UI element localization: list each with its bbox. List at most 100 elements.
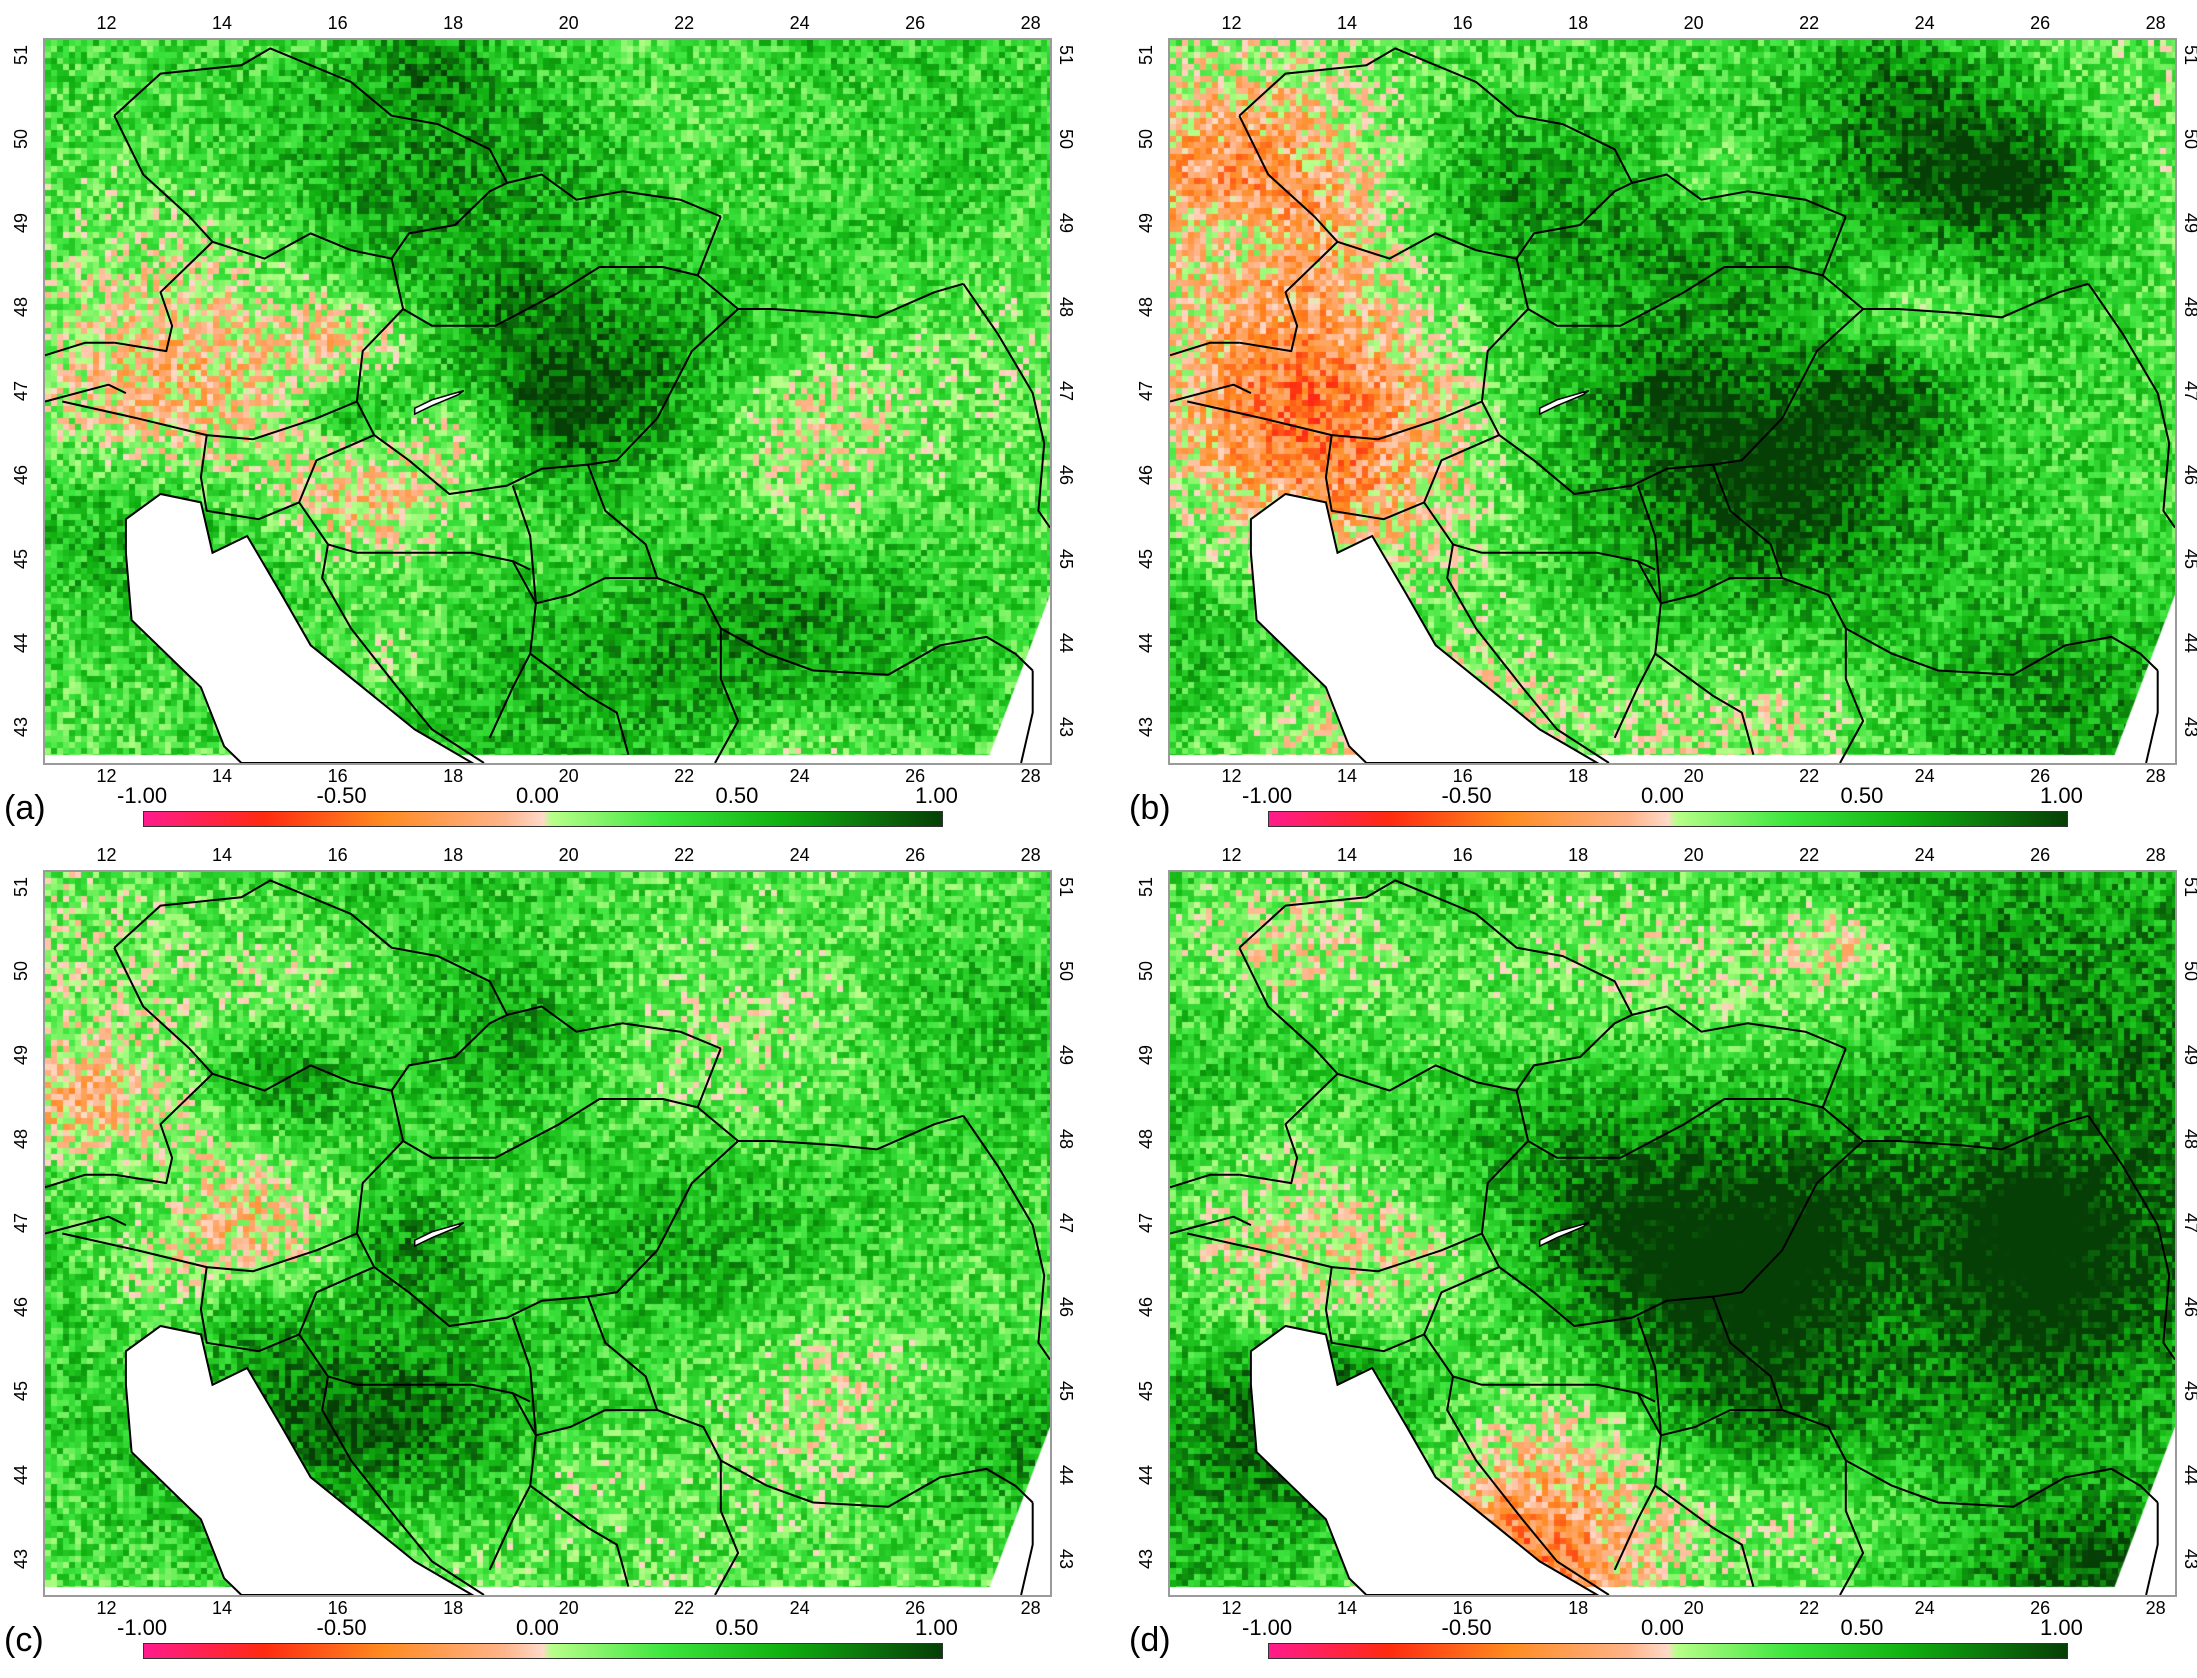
lon-tick-label-bottom: 28 [1020, 766, 1041, 786]
lon-tick-label-top: 22 [1799, 13, 1820, 33]
lon-tick-label-top: 24 [1914, 845, 1935, 865]
lon-tick-label-top: 14 [1337, 13, 1358, 33]
country-border [45, 1173, 115, 1189]
lat-tick-label-right: 49 [2181, 1044, 2197, 1065]
country-border [1480, 1140, 1864, 1327]
country-border [199, 434, 375, 521]
lat-tick-label-right: 46 [2181, 1297, 2197, 1318]
colorbar-label: -0.50 [316, 1615, 367, 1640]
lat-tick-label-right: 44 [1056, 1465, 1077, 1486]
lon-tick-label-top: 28 [1020, 13, 1041, 33]
country-border [1515, 1048, 1847, 1159]
lon-tick-label-top: 26 [905, 13, 926, 33]
lon-tick-label-top: 20 [1683, 845, 1704, 865]
country-border [1446, 544, 1610, 763]
lon-tick-label-top: 14 [1337, 845, 1358, 865]
lat-tick-label-right: 45 [1056, 549, 1077, 570]
map-frame [1168, 870, 2177, 1597]
lat-tick-label-left: 43 [11, 717, 32, 738]
map-frame [43, 870, 1052, 1597]
lat-tick-label-left: 49 [1136, 1044, 1157, 1065]
lat-tick-label-left: 45 [11, 549, 32, 570]
lon-tick-label-bottom: 16 [327, 766, 348, 786]
map-overlay [45, 47, 1050, 763]
country-border [962, 283, 1050, 529]
lat-tick-label-left: 45 [1136, 549, 1157, 570]
lon-tick-label-bottom: 24 [1914, 766, 1935, 786]
lon-tick-label-top: 18 [443, 13, 464, 33]
lat-tick-label-left: 43 [1136, 1549, 1157, 1570]
country-border [1239, 241, 1339, 353]
lat-tick-label-right: 48 [2181, 297, 2197, 318]
lat-tick-label-right: 46 [1056, 465, 1077, 486]
lat-tick-label-right: 49 [1056, 1044, 1077, 1065]
lat-tick-label-right: 43 [1056, 1549, 1077, 1570]
lon-tick-label-top: 18 [1568, 13, 1589, 33]
map-overlay [1170, 47, 2175, 763]
lat-tick-label-right: 43 [2181, 1549, 2197, 1570]
country-border [1654, 1484, 1755, 1587]
lon-tick-label-top: 24 [789, 13, 810, 33]
lat-tick-label-left: 45 [11, 1381, 32, 1402]
country-border [1654, 652, 1755, 755]
colorbar [1268, 811, 2068, 827]
lon-tick-label-bottom: 28 [2145, 1598, 2166, 1618]
colorbar [143, 811, 943, 827]
lon-tick-label-top: 22 [1799, 845, 1820, 865]
lon-tick-label-top: 14 [212, 13, 233, 33]
lat-tick-label-left: 46 [11, 465, 32, 486]
lon-tick-label-top: 14 [212, 845, 233, 865]
country-border [1636, 1317, 1662, 1436]
lon-tick-label-top: 16 [327, 845, 348, 865]
lat-tick-label-left: 47 [11, 1213, 32, 1234]
adriatic-sea [124, 492, 475, 763]
country-border [1613, 1392, 1662, 1571]
lon-tick-label-top: 16 [327, 13, 348, 33]
lon-tick-label-top: 20 [558, 13, 579, 33]
country-border [697, 274, 964, 319]
lon-tick-label-bottom: 12 [1221, 1598, 1242, 1618]
lon-tick-label-bottom: 20 [1683, 766, 1704, 786]
lat-tick-label-right: 51 [2181, 44, 2197, 65]
map-panel-b: 12 12 14 14 16 16 18 18 20 20 22 22 24 24 26 26 28 28 43 43… [1125, 0, 2197, 832]
country-border [586, 1296, 740, 1595]
lat-tick-label-right: 45 [2181, 549, 2197, 570]
lon-tick-label-bottom: 12 [96, 1598, 117, 1618]
lat-tick-label-right: 44 [1056, 633, 1077, 654]
country-border [697, 1106, 964, 1151]
lon-tick-label-top: 22 [674, 13, 695, 33]
map-panel-c: 12 12 14 14 16 16 18 18 20 20 22 22 24 24 26 26 28 28 43 43… [0, 832, 1077, 1664]
colorbar-label: 1.00 [2040, 1615, 2083, 1640]
lon-tick-label-bottom: 26 [2030, 1598, 2051, 1618]
lon-tick-label-bottom: 24 [789, 766, 810, 786]
lat-tick-label-right: 44 [2181, 1465, 2197, 1486]
colorbar-label: 0.00 [1641, 783, 1684, 808]
country-border [1238, 879, 1847, 1050]
lat-tick-label-left: 51 [11, 876, 32, 897]
map-overlay [45, 879, 1050, 1595]
lon-tick-label-bottom: 18 [443, 766, 464, 786]
lon-tick-label-top: 28 [2145, 845, 2166, 865]
lon-tick-label-top: 26 [905, 845, 926, 865]
lat-tick-label-left: 44 [11, 633, 32, 654]
lon-tick-label-bottom: 26 [905, 1598, 926, 1618]
lat-tick-label-left: 48 [11, 1129, 32, 1150]
panel-letter: (a) [4, 789, 46, 827]
lon-tick-label-top: 18 [443, 845, 464, 865]
country-border [390, 1048, 722, 1159]
lat-tick-label-left: 47 [1136, 381, 1157, 402]
country-border [2145, 1502, 2159, 1595]
colorbar [1268, 1643, 2068, 1659]
map-frame [1168, 38, 2177, 765]
country-border [113, 879, 722, 1050]
lat-tick-label-left: 43 [1136, 717, 1157, 738]
lat-tick-label-right: 50 [2181, 960, 2197, 981]
lat-tick-label-right: 48 [1056, 297, 1077, 318]
lake-balaton [1538, 1221, 1590, 1248]
lat-tick-label-left: 44 [1136, 633, 1157, 654]
lon-tick-label-bottom: 22 [1799, 766, 1820, 786]
lat-tick-label-right: 50 [1056, 128, 1077, 149]
panel-letter: (b) [1129, 789, 1171, 827]
lon-tick-label-bottom: 14 [1337, 766, 1358, 786]
country-border [298, 501, 531, 571]
